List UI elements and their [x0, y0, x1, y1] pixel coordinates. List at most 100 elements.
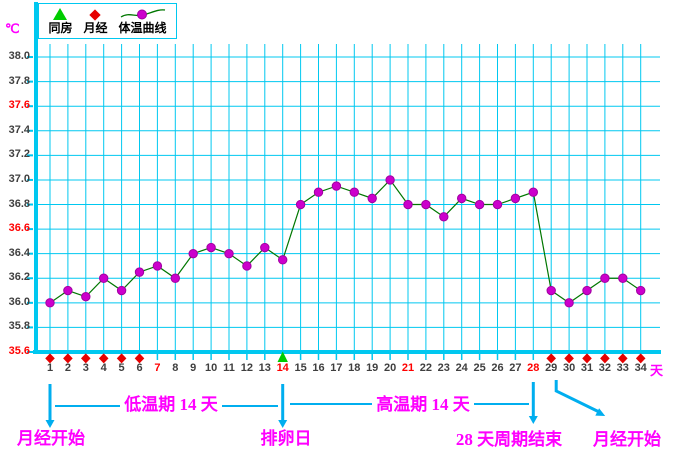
x-axis-unit-label: 天 — [650, 363, 664, 378]
menses-diamond-marker — [564, 353, 574, 364]
temperature-point — [152, 261, 163, 271]
y-axis-tick-label: 35.8 — [8, 320, 30, 333]
temperature-point — [546, 285, 556, 296]
legend-item-menses: 月经 — [83, 7, 108, 36]
menses-diamond-marker — [582, 353, 592, 364]
x-axis-day-label: 24 — [455, 362, 468, 374]
y-axis-tick-label: 36.8 — [8, 197, 30, 210]
x-axis-day-label: 14 — [276, 362, 289, 374]
temperature-point — [421, 199, 431, 210]
temperature-point — [313, 187, 324, 197]
temperature-point — [134, 267, 145, 277]
temperature-point — [242, 261, 252, 271]
menses-diamond-marker — [600, 353, 610, 364]
x-axis-day-label: 12 — [240, 362, 254, 374]
y-axis-tick-label: 37.0 — [8, 172, 30, 185]
x-axis-day-label: 28 — [527, 362, 540, 374]
temperature-curve-icon — [120, 7, 166, 21]
temperature-point — [582, 285, 592, 296]
y-axis-tick-label: 37.2 — [8, 148, 30, 161]
y-axis-tick-label: 36.4 — [8, 246, 30, 259]
temperature-point — [170, 273, 181, 283]
temperature-point — [403, 199, 413, 210]
menses-diamond-marker — [635, 353, 646, 364]
menses-diamond-marker — [618, 353, 628, 364]
annotation-high-temp-phase: 高温期 14 天 — [376, 395, 470, 414]
arrow-ovulation-head — [278, 420, 288, 428]
temperature-point — [474, 199, 485, 210]
temperature-point — [439, 212, 449, 222]
x-axis-day-label: 1 — [46, 362, 54, 374]
temperature-point — [636, 285, 646, 296]
x-axis-day-label: 5 — [118, 362, 125, 374]
x-axis-day-label: 23 — [437, 362, 450, 374]
x-axis-day-label: 6 — [136, 362, 143, 374]
temperature-point — [81, 291, 91, 302]
y-axis-tick-label: 36.6 — [8, 222, 30, 235]
x-axis-day-label: 22 — [419, 362, 433, 374]
temperature-point — [385, 175, 395, 185]
menses-diamond-marker — [546, 353, 556, 364]
x-axis-day-label: 9 — [190, 362, 197, 374]
temperature-point — [564, 298, 574, 308]
intercourse-triangle-icon — [53, 7, 68, 21]
x-axis-day-label: 34 — [634, 362, 647, 374]
x-axis-day-label: 19 — [366, 362, 379, 374]
y-axis-tick-label: 36.2 — [8, 271, 30, 284]
temperature-point — [528, 187, 538, 197]
temperature-point — [510, 193, 521, 204]
legend-label-intercourse: 同房 — [48, 21, 73, 35]
annotation-low-temp-phase: 低温期 14 天 — [124, 395, 218, 414]
x-axis-day-label: 27 — [509, 362, 522, 374]
temperature-curve — [49, 179, 642, 304]
temperature-point — [99, 273, 109, 283]
x-axis-day-label: 17 — [330, 362, 343, 374]
x-axis-day-label: 21 — [401, 362, 415, 374]
temperature-point — [188, 248, 198, 259]
menses-diamond-marker — [45, 353, 55, 364]
legend-label-temperature-curve: 体温曲线 — [118, 21, 167, 35]
temperature-point — [295, 199, 306, 210]
y-axis-tick-label: 35.6 — [8, 345, 30, 357]
x-axis-day-label: 20 — [383, 362, 397, 374]
x-axis-day-label: 15 — [294, 362, 307, 374]
y-axis-tick-label: 37.6 — [8, 99, 30, 112]
x-axis-day-label: 11 — [223, 362, 235, 374]
menses-diamond-marker — [116, 353, 127, 364]
y-axis-tick-label: 37.8 — [8, 74, 30, 87]
temperature-point — [224, 248, 234, 259]
temperature-point — [349, 187, 359, 197]
x-axis-day-label: 13 — [258, 362, 271, 374]
x-axis-day-label: 30 — [562, 362, 576, 374]
x-axis-day-label: 25 — [473, 362, 486, 374]
x-axis-day-label: 33 — [616, 362, 629, 374]
arrow-cycle-end-head — [528, 416, 538, 424]
temperature-point — [260, 242, 270, 253]
x-axis-day-label: 4 — [100, 362, 107, 374]
annotation-ovulation-day: 排卵日 — [260, 429, 312, 448]
temperature-point — [600, 273, 610, 283]
temperature-point — [367, 193, 377, 204]
temperature-point — [492, 199, 503, 210]
temperature-point — [206, 242, 216, 253]
x-axis-day-label: 26 — [491, 362, 504, 374]
y-axis-tick-label: 38.0 — [8, 50, 30, 63]
legend-item-intercourse: 同房 — [48, 7, 72, 36]
x-axis-day-label: 3 — [82, 362, 89, 374]
temperature-point — [618, 273, 628, 283]
temperature-point — [457, 193, 467, 204]
x-axis-day-label: 16 — [312, 362, 325, 374]
temperature-point — [278, 255, 288, 265]
menses-diamond-marker — [81, 353, 91, 364]
arrow-menses-start-right — [554, 380, 600, 414]
arrow-menses-start-right-head — [595, 408, 606, 416]
menses-diamond-marker — [63, 353, 73, 364]
menses-diamond-marker — [134, 353, 145, 364]
legend-item-temperature-curve: 体温曲线 — [119, 7, 167, 36]
menses-diamond-marker — [98, 353, 109, 364]
intercourse-triangle-marker — [277, 351, 288, 362]
temperature-point — [63, 285, 73, 296]
x-axis-day-label: 31 — [580, 362, 594, 374]
